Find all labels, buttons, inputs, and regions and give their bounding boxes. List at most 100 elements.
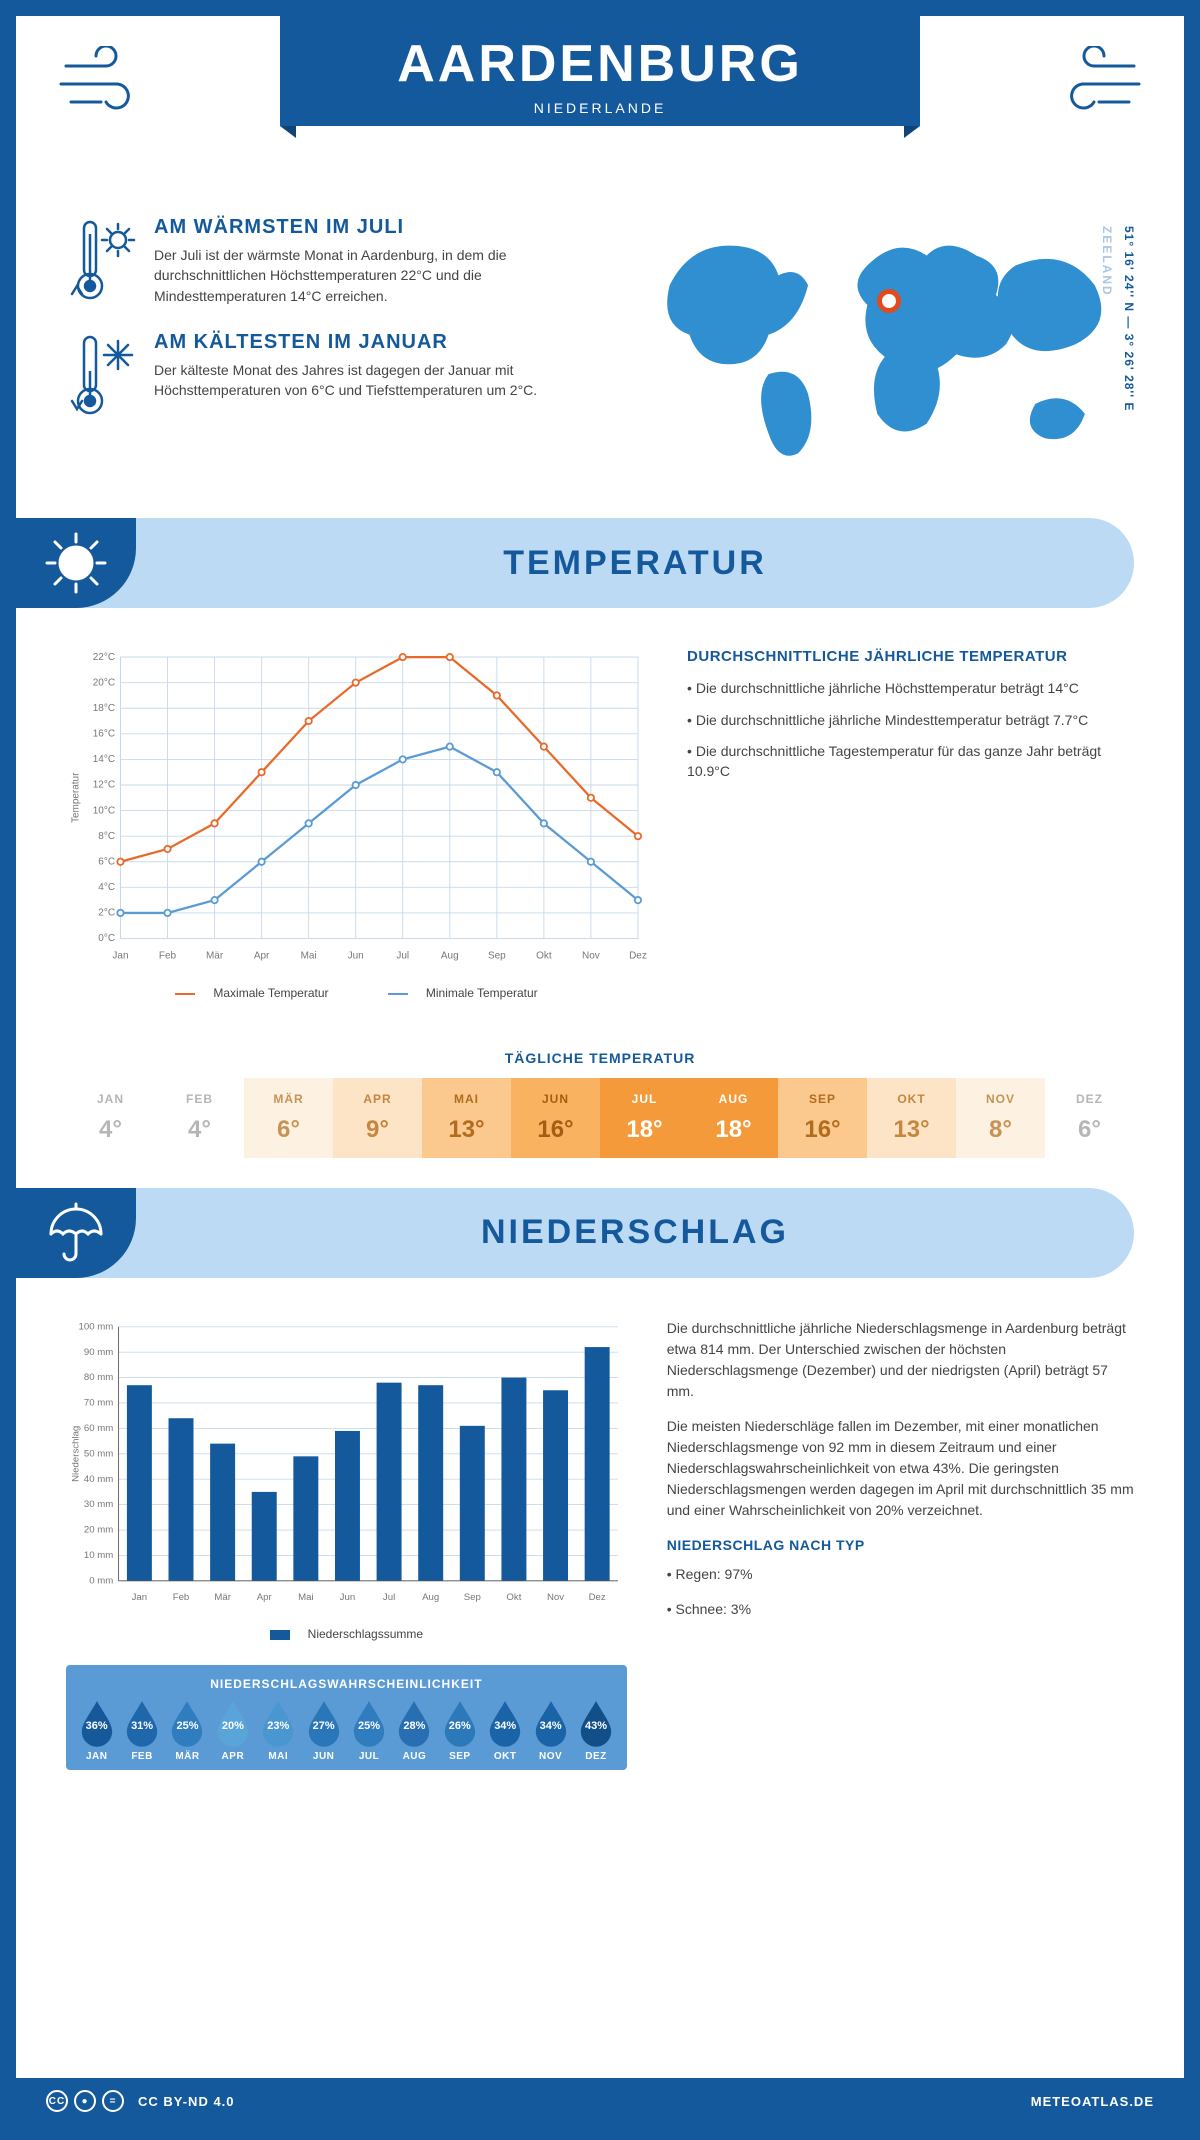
precip-bar-chart: 0 mm10 mm20 mm30 mm40 mm50 mm60 mm70 mm8… (66, 1318, 627, 1621)
city-name: AARDENBURG (280, 34, 920, 94)
svg-text:30 mm: 30 mm (84, 1499, 113, 1510)
section-title: NIEDERSCHLAG (136, 1213, 1134, 1252)
svg-text:Mär: Mär (214, 1592, 231, 1603)
by-icon: ● (74, 2090, 96, 2112)
header: AARDENBURG NIEDERLANDE (16, 16, 1184, 196)
svg-text:Jan: Jan (132, 1592, 148, 1603)
daily-cell: MAI13° (422, 1078, 511, 1158)
wind-icon (56, 46, 156, 121)
svg-text:Niederschlag: Niederschlag (70, 1426, 81, 1482)
country-name: NIEDERLANDE (280, 100, 920, 116)
precip-type-title: NIEDERSCHLAG NACH TYP (667, 1535, 1134, 1556)
footer: CC ● = CC BY-ND 4.0 METEOATLAS.DE (16, 2078, 1184, 2124)
svg-text:10 mm: 10 mm (84, 1550, 113, 1561)
daily-cell: OKT13° (867, 1078, 956, 1158)
precip-left: 0 mm10 mm20 mm30 mm40 mm50 mm60 mm70 mm8… (66, 1318, 627, 1770)
avg-temp-heading: DURCHSCHNITTLICHE JÄHRLICHE TEMPERATUR (687, 648, 1134, 665)
daily-cell: MÄR6° (244, 1078, 333, 1158)
fact-title: AM KÄLTESTEN IM JANUAR (154, 331, 610, 354)
fact-title: AM WÄRMSTEN IM JULI (154, 216, 610, 239)
svg-text:20°C: 20°C (93, 677, 115, 688)
fact-warmest: AM WÄRMSTEN IM JULI Der Juli ist der wär… (66, 216, 610, 311)
prob-cell: 20%APR (210, 1699, 255, 1762)
svg-text:14°C: 14°C (93, 754, 115, 765)
line-chart-legend: Maximale Temperatur Minimale Temperatur (66, 986, 647, 1000)
svg-text:8°C: 8°C (98, 831, 115, 842)
svg-text:Aug: Aug (441, 951, 459, 962)
precip-probability-box: NIEDERSCHLAGSWAHRSCHEINLICHKEIT 36%JAN31… (66, 1665, 627, 1770)
daily-cell: AUG18° (689, 1078, 778, 1158)
prob-cell: 23%MAI (256, 1699, 301, 1762)
daily-cell: JUL18° (600, 1078, 689, 1158)
prob-cell: 43%DEZ (573, 1699, 618, 1762)
coords-label: 51° 16' 24'' N — 3° 26' 28'' E (1122, 226, 1136, 411)
world-map-panel: ZEELAND 51° 16' 24'' N — 3° 26' 28'' E (640, 216, 1134, 478)
cc-icon: CC (46, 2090, 68, 2112)
svg-text:18°C: 18°C (93, 703, 115, 714)
infographic-page: AARDENBURG NIEDERLANDE AM WÄRMSTEN IM JU… (0, 0, 1200, 2140)
precip-type-item: • Regen: 97% (667, 1564, 1134, 1585)
precip-text: Die durchschnittliche jährliche Niedersc… (667, 1318, 1134, 1770)
daily-cell: SEP16° (778, 1078, 867, 1158)
prob-cell: 27%JUN (301, 1699, 346, 1762)
daily-temp-table: JAN4°FEB4°MÄR6°APR9°MAI13°JUN16°JUL18°AU… (66, 1078, 1134, 1158)
svg-text:6°C: 6°C (98, 856, 115, 867)
temperature-body: 0°C 2°C 4°C 6°C 8°C 10°C 12°C 14°C 16°C 18°C 20°C 2… (16, 628, 1184, 1020)
license-text: CC BY-ND 4.0 (138, 2094, 235, 2109)
prob-cell: 36%JAN (74, 1699, 119, 1762)
cc-license: CC ● = CC BY-ND 4.0 (46, 2090, 235, 2112)
nd-icon: = (102, 2090, 124, 2112)
precip-para: Die durchschnittliche jährliche Niedersc… (667, 1318, 1134, 1402)
fact-text: Der Juli ist der wärmste Monat in Aarden… (154, 245, 610, 306)
prob-cell: 25%JUL (346, 1699, 391, 1762)
svg-text:2°C: 2°C (98, 908, 115, 919)
temperature-sidebar: DURCHSCHNITTLICHE JÄHRLICHE TEMPERATUR •… (687, 648, 1134, 1000)
svg-text:0 mm: 0 mm (89, 1575, 113, 1586)
svg-text:22°C: 22°C (93, 652, 115, 663)
svg-text:100 mm: 100 mm (79, 1321, 114, 1332)
temp-bullet: • Die durchschnittliche jährliche Höchst… (687, 679, 1134, 699)
temp-bullet: • Die durchschnittliche jährliche Mindes… (687, 711, 1134, 731)
prob-cell: 28%AUG (392, 1699, 437, 1762)
svg-text:Dez: Dez (589, 1592, 606, 1603)
svg-text:Dez: Dez (629, 951, 647, 962)
site-name: METEOATLAS.DE (1031, 2094, 1154, 2109)
daily-cell: FEB4° (155, 1078, 244, 1158)
svg-text:16°C: 16°C (93, 729, 115, 740)
temperature-line-chart: 0°C 2°C 4°C 6°C 8°C 10°C 12°C 14°C 16°C 18°C 20°C 2… (66, 648, 647, 1000)
svg-text:Mai: Mai (298, 1592, 314, 1603)
prob-cell: 34%NOV (528, 1699, 573, 1762)
svg-text:Feb: Feb (159, 951, 177, 962)
svg-text:Apr: Apr (254, 951, 270, 962)
world-map-icon (640, 216, 1134, 473)
fact-coldest: AM KÄLTESTEN IM JANUAR Der kälteste Mona… (66, 331, 610, 426)
temp-bullet: • Die durchschnittliche Tagestemperatur … (687, 742, 1134, 781)
svg-text:0°C: 0°C (98, 933, 115, 944)
svg-text:4°C: 4°C (98, 882, 115, 893)
svg-text:12°C: 12°C (93, 780, 115, 791)
svg-text:Mai: Mai (301, 951, 317, 962)
umbrella-icon (16, 1188, 136, 1278)
svg-text:Nov: Nov (547, 1592, 564, 1603)
daily-cell: NOV8° (956, 1078, 1045, 1158)
thermometer-snow-icon (66, 331, 136, 426)
svg-text:40 mm: 40 mm (84, 1474, 113, 1485)
daily-cell: APR9° (333, 1078, 422, 1158)
section-title: TEMPERATUR (136, 544, 1134, 583)
wind-icon (1044, 46, 1144, 121)
daily-cell: DEZ6° (1045, 1078, 1134, 1158)
prob-cell: 34%OKT (483, 1699, 528, 1762)
svg-text:Aug: Aug (422, 1592, 439, 1603)
intro-row: AM WÄRMSTEN IM JULI Der Juli ist der wär… (16, 196, 1184, 488)
svg-text:80 mm: 80 mm (84, 1372, 113, 1383)
prob-cell: 26%SEP (437, 1699, 482, 1762)
section-header-temperature: TEMPERATUR (16, 518, 1134, 608)
svg-text:Sep: Sep (464, 1592, 481, 1603)
sun-icon (16, 518, 136, 608)
precip-type-item: • Schnee: 3% (667, 1599, 1134, 1620)
svg-text:Jun: Jun (340, 1592, 356, 1603)
daily-cell: JAN4° (66, 1078, 155, 1158)
fact-text: Der kälteste Monat des Jahres ist dagege… (154, 360, 610, 401)
svg-text:10°C: 10°C (93, 805, 115, 816)
prob-cell: 31%FEB (119, 1699, 164, 1762)
